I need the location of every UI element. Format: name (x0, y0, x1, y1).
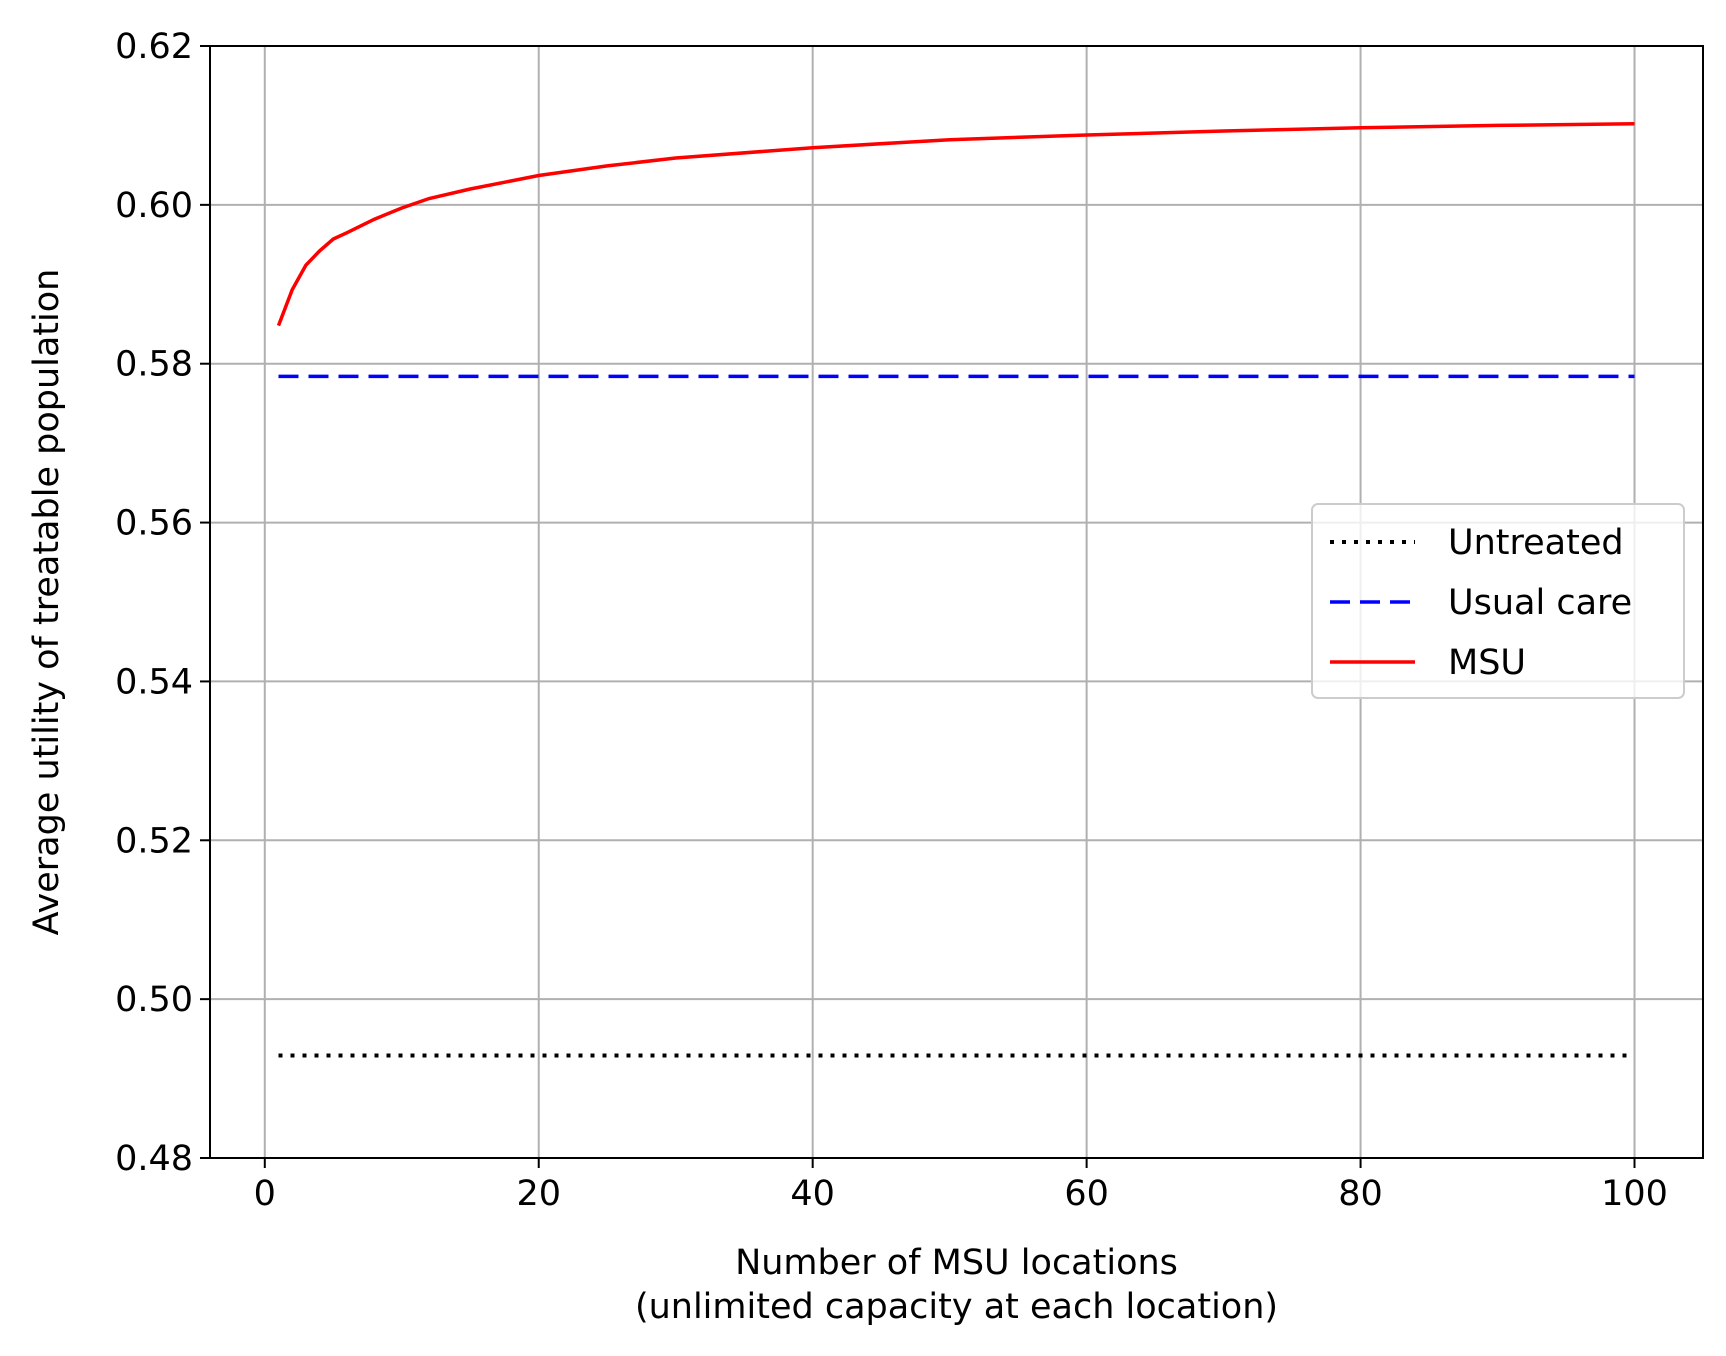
y-tick-label: 0.54 (115, 662, 193, 702)
x-axis-label-line1: Number of MSU locations (735, 1243, 1178, 1283)
legend-label-msu: MSU (1448, 643, 1526, 683)
y-tick-label: 0.58 (115, 345, 193, 385)
x-tick-label: 40 (790, 1174, 835, 1214)
y-axis-label: Average utility of treatable population (27, 269, 67, 936)
x-axis-label-line2: (unlimited capacity at each location) (635, 1287, 1278, 1327)
y-tick-label: 0.50 (115, 980, 193, 1020)
x-tick-label: 20 (516, 1174, 561, 1214)
legend-box (1311, 503, 1685, 699)
axis-ticks: 0 20 40 60 80 100 0.48 0.50 0.52 0.54 0.56 0.58 0.60… (115, 27, 1668, 1214)
legend-label-untreated: Untreated (1448, 523, 1624, 563)
x-tick-label: 80 (1338, 1174, 1383, 1214)
legend: Untreated Usual care MSU (1311, 503, 1685, 699)
x-tick-label: 100 (1601, 1174, 1668, 1214)
series-lines (276, 122, 1635, 1058)
x-tick-label: 60 (1064, 1174, 1109, 1214)
y-tick-label: 0.62 (115, 27, 193, 67)
x-tick-label: 0 (254, 1174, 276, 1214)
series-line-msu (276, 122, 1635, 327)
y-tick-label: 0.52 (115, 821, 193, 861)
y-tick-label: 0.56 (115, 504, 193, 544)
legend-label-usual-care: Usual care (1448, 583, 1632, 623)
y-tick-label: 0.60 (115, 186, 193, 226)
y-tick-label: 0.48 (115, 1139, 193, 1179)
plot-area-frame (209, 45, 1704, 1159)
